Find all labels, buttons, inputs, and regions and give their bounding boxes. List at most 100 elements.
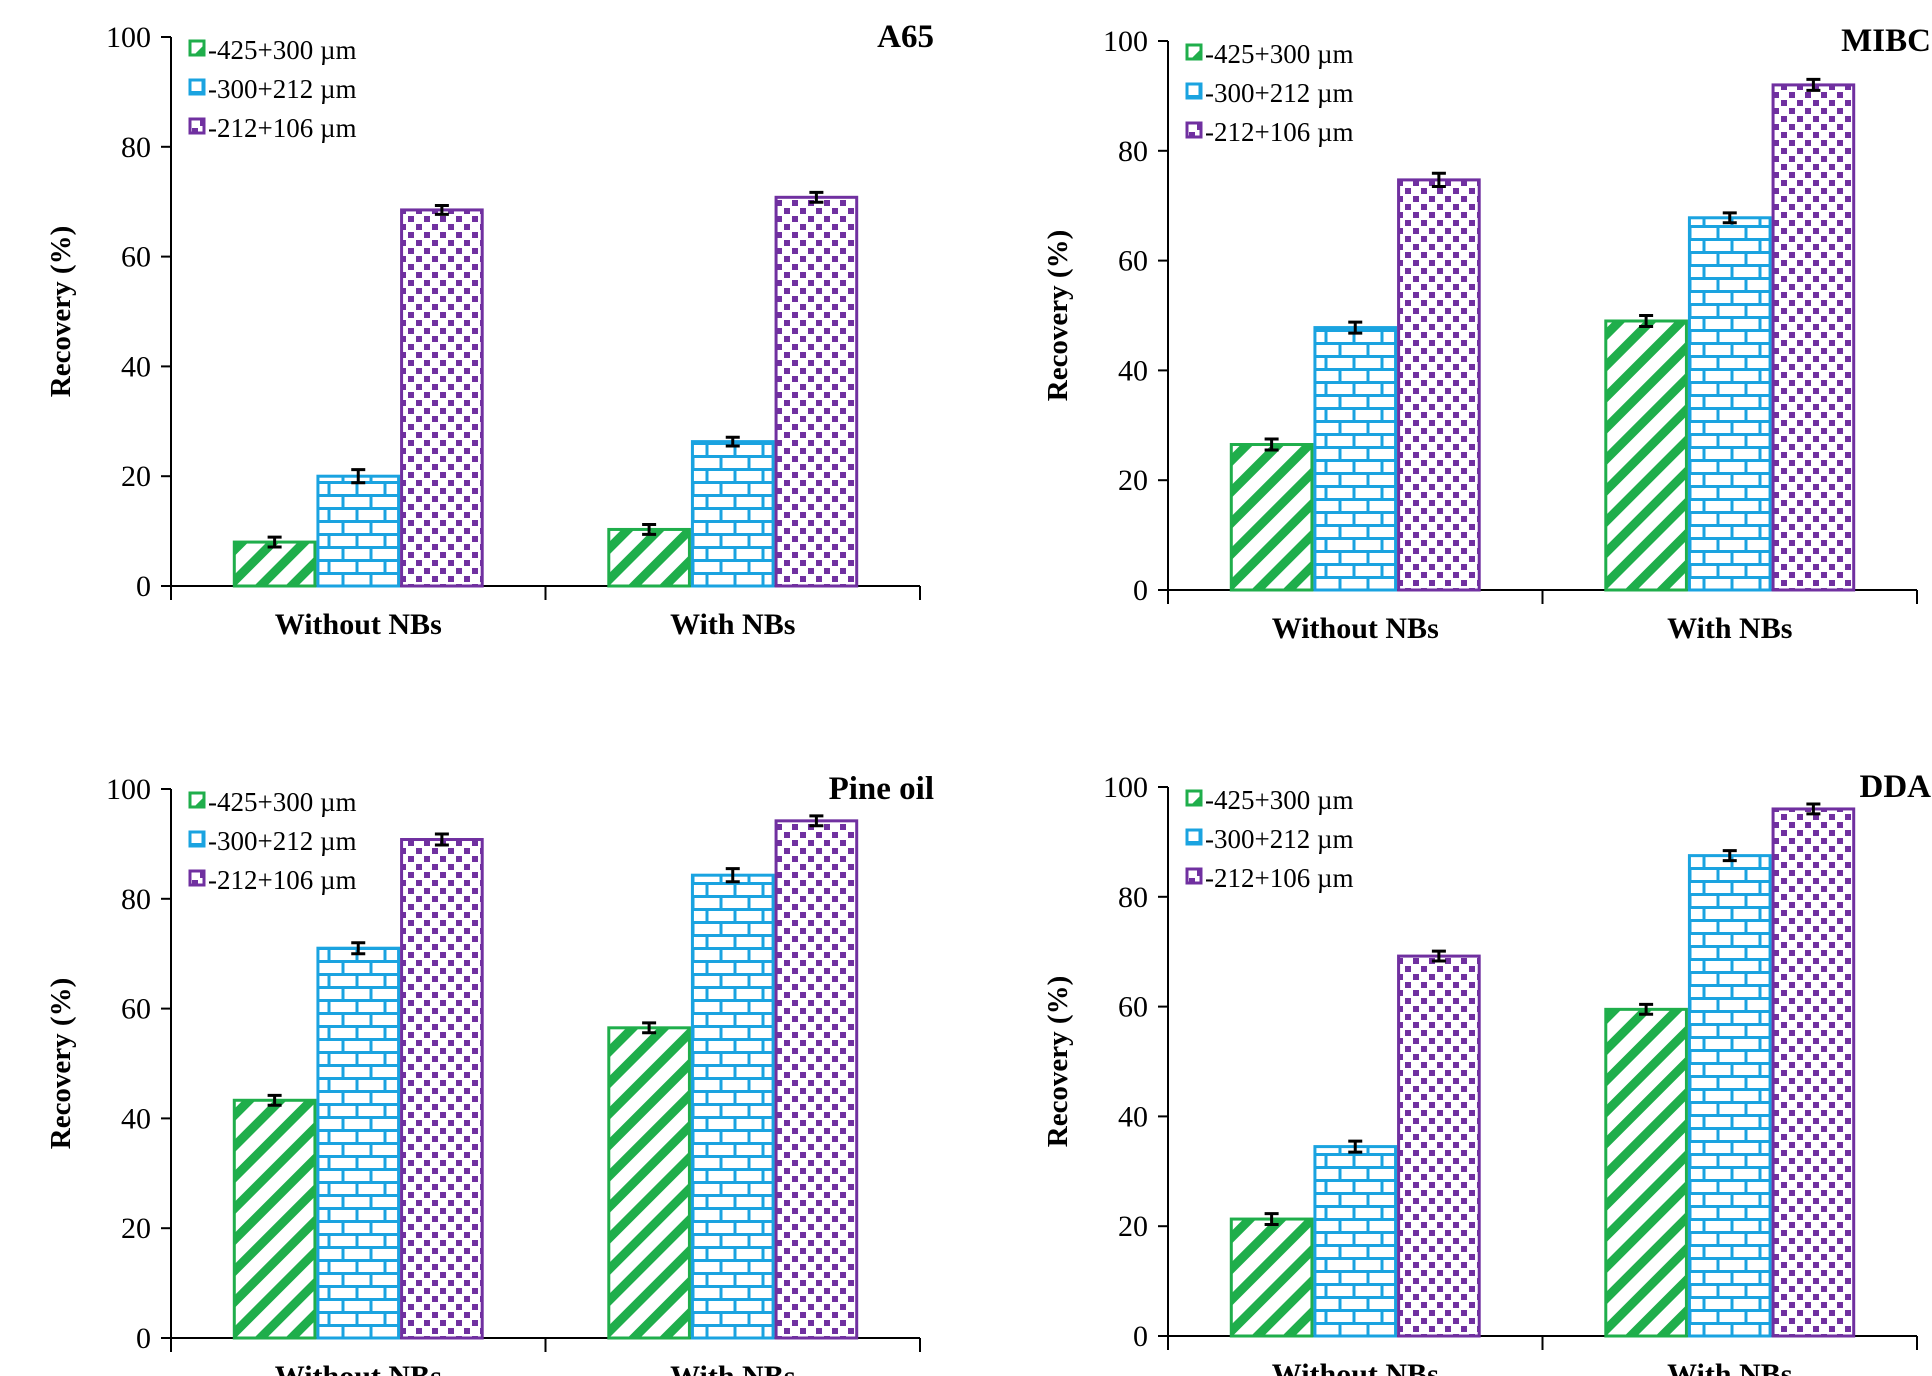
bar — [232, 540, 317, 588]
legend-label: -212+106 µm — [1205, 117, 1354, 147]
y-axis-label: Recovery (%) — [45, 226, 77, 398]
chart-title: DDA — [1860, 769, 1932, 805]
legend-swatch — [188, 117, 206, 135]
bar — [1771, 807, 1856, 1338]
error-bar — [1639, 1002, 1654, 1016]
error-bar — [1264, 437, 1279, 452]
legend-swatch — [1185, 867, 1203, 885]
chart-panel: 0 20 40 60 80 100 Recovery (%) A65 Without NBs Wi… — [45, 19, 934, 641]
bar — [1313, 326, 1398, 592]
legend-swatch — [1185, 828, 1203, 846]
y-tick-label: 20 — [121, 460, 151, 493]
error-bar — [1348, 1139, 1363, 1154]
bar — [1604, 319, 1688, 592]
error-bar — [809, 190, 824, 204]
y-tick-label: 60 — [121, 993, 151, 1026]
legend-swatch — [188, 39, 206, 57]
y-tick-label: 40 — [121, 1102, 151, 1135]
chart-title: MIBC — [1841, 23, 1931, 59]
chart-title: A65 — [877, 19, 934, 55]
legend-swatch — [188, 869, 206, 887]
legend-label: -425+300 µm — [208, 35, 357, 65]
error-bar — [725, 867, 740, 884]
error-bar — [1431, 949, 1446, 963]
legend-label: -212+106 µm — [1205, 863, 1354, 893]
error-bar — [267, 535, 282, 549]
bar — [690, 440, 775, 588]
legend-swatch — [1185, 121, 1203, 139]
legend-swatch — [1185, 789, 1203, 807]
y-tick-label: 40 — [121, 350, 151, 383]
legend-swatch — [1185, 43, 1203, 61]
bar — [774, 195, 859, 588]
error-bar — [434, 832, 449, 847]
y-tick-label: 20 — [121, 1212, 151, 1245]
chart-title: Pine oil — [829, 771, 934, 807]
bar — [1397, 178, 1481, 592]
x-category-label: With NBs — [670, 608, 795, 641]
chart-panel: 0 20 40 60 80 100 Recovery (%) DDA Without NBs Wi… — [1042, 769, 1931, 1376]
y-tick-label: 0 — [1133, 574, 1148, 607]
y-axis-label: Recovery (%) — [1042, 976, 1074, 1148]
y-tick-label: 60 — [1118, 991, 1148, 1024]
y-tick-label: 0 — [1133, 1320, 1148, 1353]
error-bar — [1348, 320, 1363, 335]
bar — [400, 838, 484, 1340]
x-category-label: With NBs — [670, 1360, 795, 1376]
error-bar — [642, 1021, 657, 1035]
y-tick-label: 20 — [1118, 1210, 1148, 1243]
bar — [1313, 1145, 1398, 1338]
y-axis-label: Recovery (%) — [1042, 230, 1074, 402]
y-tick-label: 40 — [1118, 1100, 1148, 1133]
x-category-label: Without NBs — [1272, 1358, 1439, 1376]
x-category-label: With NBs — [1667, 1358, 1792, 1376]
error-bar — [1431, 171, 1446, 188]
bar — [1397, 954, 1481, 1338]
legend-label: -300+212 µm — [208, 826, 357, 856]
bar — [316, 946, 401, 1340]
bar — [1771, 83, 1856, 592]
legend-label: -425+300 µm — [1205, 39, 1354, 69]
bar — [1229, 443, 1314, 592]
x-category-label: Without NBs — [275, 608, 442, 641]
y-tick-label: 0 — [136, 570, 151, 603]
y-tick-label: 20 — [1118, 464, 1148, 497]
bar — [607, 527, 691, 588]
x-category-label: With NBs — [1667, 612, 1792, 645]
y-axis-label: Recovery (%) — [45, 978, 77, 1150]
y-tick-label: 100 — [106, 773, 151, 806]
error-bar — [1722, 849, 1737, 863]
legend-label: -300+212 µm — [1205, 78, 1354, 108]
legend-label: -212+106 µm — [208, 113, 357, 143]
legend-label: -300+212 µm — [208, 74, 357, 104]
y-tick-label: 80 — [1118, 881, 1148, 914]
error-bar — [267, 1093, 282, 1107]
bar — [607, 1026, 691, 1340]
bar — [316, 474, 401, 588]
y-tick-label: 100 — [1103, 25, 1148, 58]
bar — [690, 873, 775, 1340]
legend-label: -212+106 µm — [208, 865, 357, 895]
chart-panel: 0 20 40 60 80 100 Recovery (%) MIBC Without NBs W… — [1042, 23, 1931, 645]
legend-swatch — [188, 78, 206, 96]
error-bar — [1806, 77, 1821, 92]
y-tick-label: 80 — [1118, 135, 1148, 168]
error-bar — [1264, 1212, 1279, 1227]
error-bar — [1722, 211, 1737, 225]
legend-swatch — [1185, 82, 1203, 100]
bar — [1229, 1217, 1314, 1338]
x-category-label: Without NBs — [275, 1360, 442, 1376]
y-tick-label: 60 — [1118, 245, 1148, 278]
legend-swatch — [188, 830, 206, 848]
y-tick-label: 40 — [1118, 354, 1148, 387]
legend-swatch — [188, 791, 206, 809]
y-tick-label: 100 — [1103, 771, 1148, 804]
bar — [774, 819, 859, 1340]
y-tick-label: 60 — [121, 241, 151, 274]
y-tick-label: 80 — [121, 131, 151, 164]
bar — [400, 208, 484, 588]
y-tick-label: 80 — [121, 883, 151, 916]
bar — [1687, 216, 1772, 592]
error-bar — [351, 941, 366, 956]
